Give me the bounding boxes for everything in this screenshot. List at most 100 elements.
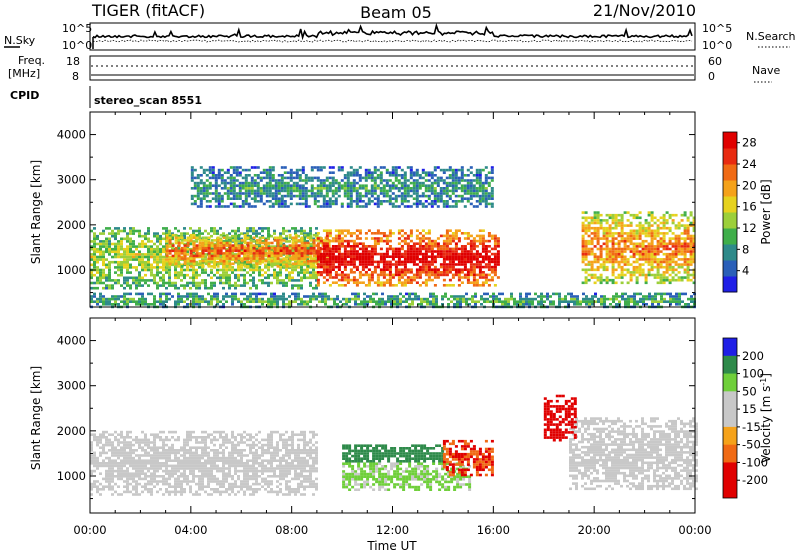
echo-cell — [162, 255, 165, 259]
echo-cell — [537, 303, 540, 306]
echo-cell — [93, 255, 96, 259]
echo-cell — [391, 205, 395, 208]
echo-cell — [144, 279, 147, 282]
echo-cell — [204, 268, 207, 272]
echo-cell — [201, 281, 204, 285]
echo-cell — [564, 295, 567, 298]
echo-cell — [168, 236, 172, 240]
echo-cell — [231, 300, 234, 303]
echo-cell — [138, 263, 141, 267]
echo-cell — [96, 276, 99, 280]
echo-cell — [611, 263, 615, 266]
echo-cell — [430, 258, 434, 261]
echo-cell — [286, 205, 290, 208]
echo-cell — [177, 244, 181, 247]
echo-cell — [367, 168, 371, 172]
echo-cell — [328, 265, 332, 269]
echo-cell — [370, 258, 374, 261]
echo-cell — [189, 292, 192, 296]
echo-cell — [415, 202, 419, 206]
echo-cell — [439, 168, 443, 172]
echo-cell — [599, 224, 603, 227]
echo-cell — [264, 281, 267, 285]
echo-cell — [285, 268, 288, 272]
echo-cell — [349, 271, 353, 274]
echo-cell — [668, 263, 672, 266]
echo-cell — [355, 200, 359, 203]
echo-cell — [241, 184, 245, 187]
echo-cell — [213, 281, 216, 285]
echo-cell — [668, 239, 672, 243]
echo-cell — [355, 252, 359, 256]
echo-cell — [373, 232, 377, 235]
echo-cell — [472, 179, 476, 182]
echo-cell — [623, 242, 627, 246]
echo-cell — [638, 221, 642, 225]
echo-cell — [689, 250, 693, 253]
echo-cell — [289, 192, 293, 195]
echo-cell — [249, 237, 252, 241]
echo-cell — [303, 276, 306, 280]
echo-cell — [451, 200, 455, 203]
echo-cell — [252, 276, 255, 280]
echo-cell — [415, 247, 419, 251]
echo-cell — [222, 265, 226, 268]
echo-cell — [108, 279, 111, 282]
echo-cell — [138, 281, 141, 285]
echo-cell — [258, 246, 262, 250]
echo-cell — [298, 192, 302, 195]
echo-cell — [463, 232, 467, 235]
echo-cell — [220, 194, 224, 198]
echo-cell — [475, 192, 479, 195]
echo-cell — [168, 271, 171, 274]
echo-cell — [620, 229, 624, 233]
echo-cell — [328, 284, 332, 287]
echo-cell — [406, 245, 410, 248]
echo-cell — [415, 255, 419, 258]
echo-cell — [644, 226, 648, 230]
echo-cell — [228, 265, 232, 268]
echo-cell — [424, 189, 428, 193]
echo-cell — [638, 258, 642, 261]
echo-cell — [496, 242, 500, 245]
echo-cell — [217, 197, 221, 200]
echo-cell — [415, 187, 419, 190]
echo-cell — [243, 297, 246, 301]
echo-cell — [235, 168, 239, 172]
echo-cell — [361, 263, 365, 266]
echo-cell — [322, 194, 326, 198]
echo-cell — [370, 260, 374, 264]
echo-cell — [198, 244, 202, 247]
echo-cell — [240, 242, 243, 246]
echo-cell — [611, 219, 615, 222]
echo-cell — [216, 271, 219, 274]
echo-cell — [484, 245, 488, 248]
echo-cell — [445, 205, 449, 208]
echo-cell — [334, 258, 338, 261]
echo-cell — [192, 236, 196, 240]
echo-cell — [301, 166, 305, 169]
echo-cell — [183, 286, 186, 290]
echo-cell — [388, 174, 392, 177]
echo-cell — [689, 263, 693, 266]
echo-cell — [315, 284, 318, 287]
echo-cell — [210, 227, 213, 230]
echo-cell — [309, 252, 313, 255]
echo-cell — [385, 192, 389, 195]
echo-cell — [252, 271, 255, 274]
echo-cell — [653, 250, 657, 253]
echo-cell — [692, 224, 696, 227]
echo-cell — [297, 295, 300, 298]
echo-cell — [186, 253, 189, 256]
echo-cell — [193, 202, 197, 206]
echo-cell — [346, 174, 350, 177]
echo-cell — [490, 192, 494, 195]
echo-cell — [144, 245, 147, 248]
echo-cell — [602, 260, 606, 264]
echo-cell — [126, 260, 129, 264]
echo-cell — [246, 263, 249, 267]
echo-cell — [370, 232, 374, 235]
echo-cell — [647, 242, 651, 246]
echo-cell — [294, 295, 297, 298]
echo-cell — [626, 247, 630, 251]
